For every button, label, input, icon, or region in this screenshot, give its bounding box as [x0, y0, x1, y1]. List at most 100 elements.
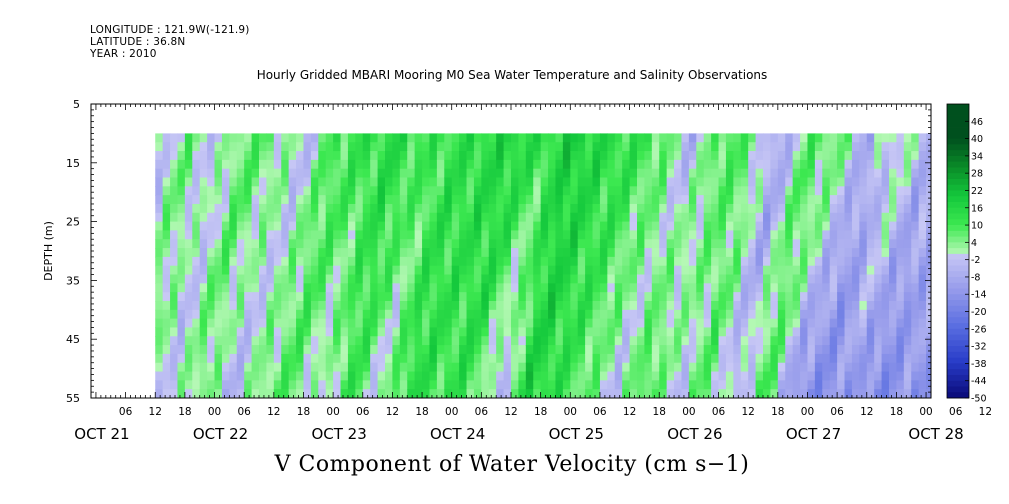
heatmap-cell: [740, 186, 749, 196]
heatmap-cell: [844, 318, 853, 329]
heatmap-cell: [503, 380, 512, 390]
heatmap-cell: [377, 203, 386, 214]
heatmap-cell: [629, 133, 638, 143]
heatmap-cell: [733, 371, 742, 381]
heatmap-cell: [570, 239, 579, 249]
heatmap-cell: [548, 327, 557, 337]
heatmap-cell: [889, 177, 898, 187]
colorbar-label: 34: [971, 151, 983, 162]
heatmap-cell: [592, 336, 601, 346]
heatmap-cell: [259, 300, 268, 311]
x-axis-label: V Component of Water Velocity (cm s−1): [274, 452, 750, 477]
heatmap-cell: [703, 371, 712, 381]
heatmap-cell: [466, 186, 475, 196]
heatmap-cell: [540, 265, 549, 276]
heatmap-cell: [844, 168, 853, 179]
heatmap-cell: [851, 221, 860, 232]
heatmap-cell: [273, 159, 282, 170]
heatmap-cell: [874, 292, 883, 302]
heatmap-cell: [681, 371, 690, 381]
heatmap-cell: [199, 212, 208, 223]
heatmap-cell: [562, 203, 571, 214]
heatmap-cell: [214, 142, 223, 152]
heatmap-cell: [681, 292, 690, 302]
heatmap-cell: [229, 195, 238, 205]
heatmap-cell: [688, 142, 697, 152]
heatmap-cell: [770, 283, 779, 293]
heatmap-cell: [896, 309, 905, 320]
heatmap-cell: [903, 248, 912, 258]
heatmap-cell: [829, 318, 838, 329]
heatmap-cell: [792, 309, 801, 320]
heatmap-cell: [674, 274, 683, 284]
heatmap-cell: [622, 221, 631, 232]
heatmap-cell: [785, 292, 794, 302]
heatmap-cell: [370, 292, 379, 302]
heatmap-cell: [399, 327, 408, 337]
heatmap-cell: [688, 327, 697, 337]
heatmap-cell: [236, 256, 245, 267]
heatmap-cell: [651, 142, 660, 152]
heatmap-cell: [666, 274, 675, 284]
heatmap-cell: [696, 159, 705, 170]
heatmap-cell: [281, 168, 290, 179]
heatmap-cell: [488, 239, 497, 249]
heatmap-cell: [926, 221, 931, 232]
heatmap-cell: [711, 248, 720, 258]
heatmap-cell: [629, 292, 638, 302]
heatmap-cell: [392, 292, 401, 302]
heatmap-cell: [629, 212, 638, 223]
heatmap-cell: [533, 300, 542, 311]
heatmap-cell: [511, 371, 520, 381]
heatmap-cell: [763, 362, 772, 373]
heatmap-cell: [444, 345, 453, 355]
heatmap-cell: [851, 177, 860, 187]
heatmap-cell: [511, 239, 520, 249]
heatmap-cell: [607, 353, 616, 364]
heatmap-cell: [911, 389, 920, 398]
heatmap-cell: [370, 362, 379, 373]
heatmap-cell: [436, 345, 445, 355]
heatmap-cell: [488, 195, 497, 205]
heatmap-cell: [622, 300, 631, 311]
heatmap-cell: [407, 300, 416, 311]
heatmap-cell: [637, 389, 646, 398]
heatmap-cell: [214, 380, 223, 390]
heatmap-cell: [511, 248, 520, 258]
heatmap-cell: [807, 151, 816, 161]
heatmap-cell: [562, 159, 571, 170]
heatmap-cell: [429, 380, 438, 390]
heatmap-cell: [177, 362, 186, 373]
heatmap-cell: [800, 283, 809, 293]
heatmap-cell: [770, 362, 779, 373]
heatmap-cell: [822, 177, 831, 187]
heatmap-cell: [414, 380, 423, 390]
heatmap-cell: [889, 318, 898, 329]
heatmap-cell: [585, 380, 594, 390]
heatmap-cell: [814, 265, 823, 276]
heatmap-cell: [429, 203, 438, 214]
heatmap-cell: [681, 336, 690, 346]
heatmap-cell: [607, 133, 616, 143]
heatmap-cell: [822, 159, 831, 170]
heatmap-cell: [748, 265, 757, 276]
heatmap-cell: [155, 336, 164, 346]
heatmap-cell: [570, 345, 579, 355]
heatmap-cell: [177, 168, 186, 179]
heatmap-cell: [325, 327, 334, 337]
heatmap-cell: [347, 248, 356, 258]
heatmap-cell: [733, 133, 742, 143]
heatmap-cell: [607, 389, 616, 398]
heatmap-cell: [214, 159, 223, 170]
heatmap-cell: [192, 292, 201, 302]
colorbar-band: [947, 294, 969, 301]
heatmap-cell: [266, 389, 275, 398]
heatmap-cell: [740, 177, 749, 187]
heatmap-cell: [266, 362, 275, 373]
heatmap-cell: [466, 300, 475, 311]
heatmap-cell: [733, 292, 742, 302]
heatmap-cell: [859, 203, 868, 214]
heatmap-cell: [236, 309, 245, 320]
heatmap-cell: [659, 362, 668, 373]
heatmap-cell: [347, 371, 356, 381]
